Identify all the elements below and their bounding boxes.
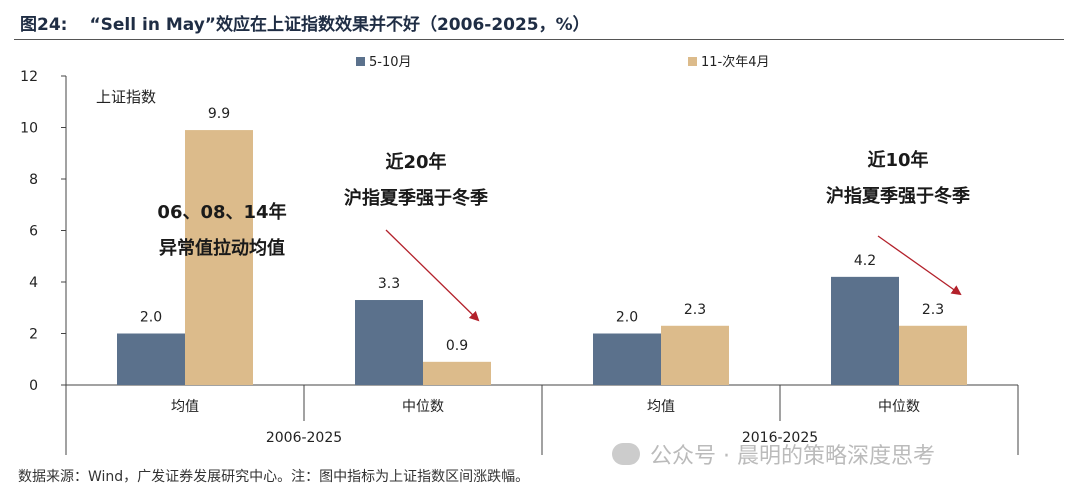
x-tick-label: 均值 bbox=[647, 399, 675, 415]
y-tick-label: 2 bbox=[29, 327, 38, 343]
x-tick-label: 中位数 bbox=[878, 399, 920, 415]
x-tick-label: 均值 bbox=[171, 399, 199, 415]
figure-label: 图24: bbox=[20, 15, 68, 35]
legend-label: 5-10月 bbox=[369, 55, 412, 70]
annotation-text: 近10年 bbox=[867, 149, 928, 171]
x-group-label: 2006-2025 bbox=[266, 430, 342, 446]
annotation-text: 沪指夏季强于冬季 bbox=[344, 187, 488, 209]
title-divider bbox=[14, 39, 1064, 40]
legend-swatch bbox=[356, 57, 365, 66]
bar bbox=[831, 276, 899, 385]
x-group-label: 2016-2025 bbox=[742, 430, 818, 446]
legend: 5-10月 11-次年4月 bbox=[356, 54, 770, 70]
bar bbox=[355, 300, 423, 385]
source-note: 数据来源：Wind，广发证券发展研究中心。注：图中指标为上证指数区间涨跌幅。 bbox=[18, 469, 530, 485]
annotation-text: 异常值拉动均值 bbox=[159, 237, 285, 259]
x-tick-label: 中位数 bbox=[402, 399, 444, 415]
annotation-text: 近20年 bbox=[385, 151, 446, 173]
bar bbox=[185, 130, 253, 385]
y-tick-label: 12 bbox=[20, 69, 38, 85]
y-tick-label: 8 bbox=[29, 172, 38, 188]
y-tick-label: 6 bbox=[29, 224, 38, 240]
data-label: 3.3 bbox=[378, 276, 400, 292]
bar bbox=[661, 325, 729, 385]
data-label: 2.0 bbox=[616, 310, 638, 326]
bar bbox=[593, 333, 661, 385]
y-tick-label: 0 bbox=[29, 378, 38, 394]
y-tick-label: 10 bbox=[20, 121, 38, 137]
wechat-icon bbox=[612, 443, 640, 465]
watermark: 公众号 · 晨明的策略深度思考 bbox=[612, 438, 935, 470]
bar bbox=[899, 325, 967, 385]
data-label: 2.3 bbox=[684, 302, 706, 318]
data-label: 9.9 bbox=[208, 106, 230, 122]
figure-title-bar: 图24: “Sell in May”效应在上证指数效果并不好（2006-2025… bbox=[20, 10, 590, 36]
data-labels: 2.0 3.3 2.0 4.2 9.9 0.9 2.3 2.3 bbox=[140, 106, 944, 354]
legend-label: 11-次年4月 bbox=[701, 54, 770, 70]
data-label: 2.3 bbox=[922, 302, 944, 318]
bar bbox=[423, 361, 491, 385]
annotation-text: 06、08、14年 bbox=[157, 201, 286, 223]
y-tick-label: 4 bbox=[29, 275, 38, 291]
data-label: 4.2 bbox=[854, 253, 876, 269]
y-axis-label: 上证指数 bbox=[96, 88, 156, 106]
watermark-text: 公众号 · 晨明的策略深度思考 bbox=[650, 444, 935, 469]
figure-title: “Sell in May”效应在上证指数效果并不好（2006-2025，%） bbox=[89, 15, 590, 35]
bars bbox=[117, 130, 967, 385]
data-label: 2.0 bbox=[140, 310, 162, 326]
annotation-text: 沪指夏季强于冬季 bbox=[826, 185, 970, 207]
bar bbox=[117, 333, 185, 385]
legend-swatch bbox=[688, 57, 697, 66]
data-label: 0.9 bbox=[446, 338, 468, 354]
trend-arrow bbox=[385, 229, 480, 322]
trend-arrow bbox=[877, 235, 962, 296]
